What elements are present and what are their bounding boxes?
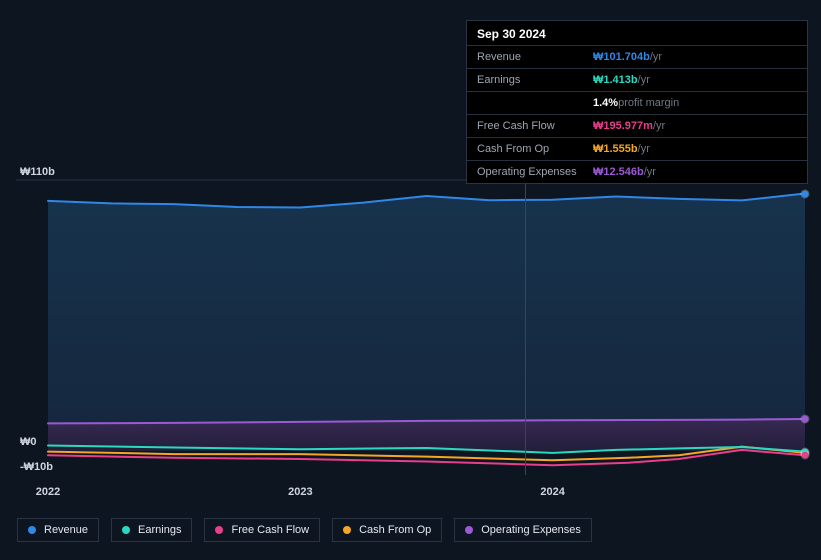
legend-item-label: Cash From Op	[359, 524, 431, 536]
tooltip-row-label: Free Cash Flow	[477, 120, 593, 132]
legend-dot-icon	[465, 526, 473, 534]
series-end-marker	[802, 415, 809, 422]
tooltip-row-value: ₩1.555b	[593, 143, 638, 155]
tooltip-row-suffix: /yr	[638, 74, 650, 86]
legend-item-revenue[interactable]: Revenue	[17, 518, 99, 542]
tooltip-row-label: Operating Expenses	[477, 166, 593, 178]
legend-dot-icon	[343, 526, 351, 534]
series-end-marker	[802, 190, 809, 197]
y-tick-label: ₩0	[20, 436, 37, 448]
tooltip-row-value: 1.4%	[593, 97, 618, 109]
tooltip-row-value: ₩195.977m	[593, 120, 653, 132]
legend-dot-icon	[28, 526, 36, 534]
hover-vertical-line	[525, 180, 526, 475]
x-tick-label: 2024	[540, 486, 564, 498]
legend-dot-icon	[215, 526, 223, 534]
series-end-marker	[802, 452, 809, 459]
y-tick-label: -₩10b	[20, 461, 53, 473]
tooltip-rows: Revenue₩101.704b /yrEarnings₩1.413b /yr1…	[467, 45, 807, 183]
legend-item-label: Free Cash Flow	[231, 524, 309, 536]
tooltip-date: Sep 30 2024	[467, 21, 807, 45]
tooltip-row-label: Cash From Op	[477, 143, 593, 155]
legend-item-label: Revenue	[44, 524, 88, 536]
tooltip-row-suffix: profit margin	[618, 97, 679, 109]
tooltip-row-value: ₩12.546b	[593, 166, 644, 178]
tooltip-row-value: ₩101.704b	[593, 51, 650, 63]
tooltip-row-label: Revenue	[477, 51, 593, 63]
chart-tooltip: Sep 30 2024 Revenue₩101.704b /yrEarnings…	[466, 20, 808, 184]
tooltip-row-value: ₩1.413b	[593, 74, 638, 86]
chart-legend: Revenue Earnings Free Cash Flow Cash From O…	[17, 518, 592, 542]
tooltip-row: 1.4% profit margin	[467, 91, 807, 114]
legend-item-cash-from-op[interactable]: Cash From Op	[332, 518, 442, 542]
tooltip-row-suffix: /yr	[638, 143, 650, 155]
tooltip-row-suffix: /yr	[653, 120, 665, 132]
y-tick-label: ₩110b	[20, 166, 55, 178]
tooltip-row: Cash From Op₩1.555b /yr	[467, 137, 807, 160]
tooltip-row: Operating Expenses₩12.546b /yr	[467, 160, 807, 183]
legend-item-free-cash-flow[interactable]: Free Cash Flow	[204, 518, 320, 542]
legend-dot-icon	[122, 526, 130, 534]
tooltip-row: Revenue₩101.704b /yr	[467, 45, 807, 68]
legend-item-earnings[interactable]: Earnings	[111, 518, 192, 542]
x-tick-label: 2022	[36, 486, 60, 498]
tooltip-row-suffix: /yr	[644, 166, 656, 178]
chart-container: Sep 30 2024 Revenue₩101.704b /yrEarnings…	[0, 0, 821, 560]
tooltip-row-suffix: /yr	[650, 51, 662, 63]
x-tick-label: 2023	[288, 486, 312, 498]
legend-item-operating-expenses[interactable]: Operating Expenses	[454, 518, 592, 542]
legend-item-label: Operating Expenses	[481, 524, 581, 536]
tooltip-row-label: Earnings	[477, 74, 593, 86]
tooltip-row: Free Cash Flow₩195.977m /yr	[467, 114, 807, 137]
legend-item-label: Earnings	[138, 524, 181, 536]
tooltip-row: Earnings₩1.413b /yr	[467, 68, 807, 91]
